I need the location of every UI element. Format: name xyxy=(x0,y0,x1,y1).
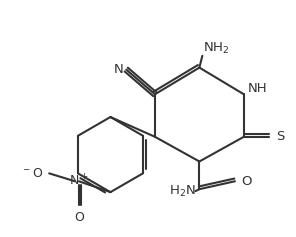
Text: H$_2$N: H$_2$N xyxy=(169,184,195,199)
Text: $^-$O: $^-$O xyxy=(21,167,43,180)
Text: NH: NH xyxy=(248,82,268,95)
Text: NH$_2$: NH$_2$ xyxy=(203,41,230,56)
Text: S: S xyxy=(276,130,285,143)
Text: O: O xyxy=(241,175,251,188)
Text: N: N xyxy=(114,63,123,76)
Text: O: O xyxy=(74,211,84,224)
Text: N$^+$: N$^+$ xyxy=(69,174,89,189)
